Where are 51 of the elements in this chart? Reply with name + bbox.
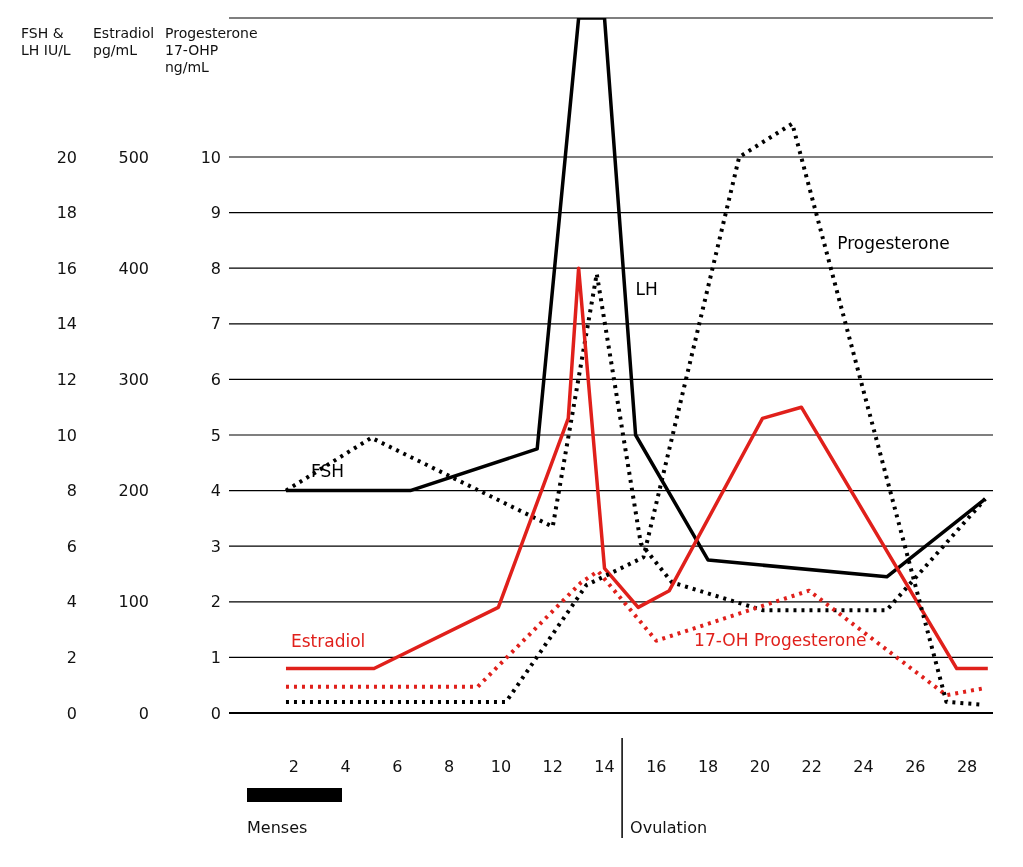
y-tick-label: 12 [56, 370, 77, 390]
series-label: 17-OH Progesterone [694, 629, 867, 650]
y-tick-label: 14 [56, 314, 77, 334]
x-tick-label: 28 [956, 757, 978, 777]
y3-tick-label: 3 [210, 536, 221, 556]
y3-tick-label: 0 [210, 703, 221, 723]
x-tick-label: 8 [444, 757, 455, 777]
y-axis-title: FSH & LH IU/L [21, 25, 71, 58]
y3-tick-label: 4 [210, 481, 221, 501]
y2-tick-label: 500 [118, 147, 149, 167]
y3-tick-label: 9 [210, 203, 221, 223]
y-tick-label: 20 [56, 147, 77, 167]
y2-axis-title: Estradiol pg/mL [93, 25, 155, 58]
x-tick-label: 18 [697, 757, 719, 777]
x-tick-label: 12 [542, 757, 563, 777]
series-label: Estradiol [290, 630, 366, 651]
y-tick-label: 4 [66, 592, 77, 612]
y3-tick-label: 8 [210, 258, 221, 278]
y2-tick-label: 0 [138, 703, 149, 723]
y3-tick-label: 6 [210, 370, 221, 390]
y2-tick-label: 200 [118, 481, 149, 501]
y2-tick-label: 300 [118, 370, 149, 390]
y-tick-label: 10 [56, 425, 77, 445]
text: Ovulation [630, 818, 708, 837]
series-label: LH [635, 279, 658, 299]
x-tick-label: 4 [340, 757, 351, 777]
x-tick-label: 6 [392, 757, 403, 777]
y2-tick-label: 400 [118, 258, 149, 278]
x-tick-label: 14 [594, 757, 615, 777]
x-tick-label: 26 [905, 757, 926, 777]
y3-tick-label: 2 [210, 592, 221, 612]
y-tick-label: 18 [56, 203, 77, 223]
y-tick-label: 2 [66, 648, 77, 668]
x-tick-label: 24 [853, 757, 874, 777]
y2-tick-label: 100 [118, 592, 149, 612]
y-tick-label: 6 [66, 536, 77, 556]
y-tick-label: 16 [56, 258, 77, 278]
y-tick-label: 8 [66, 481, 77, 501]
series-label: Progesterone [837, 232, 950, 253]
y3-tick-label: 10 [200, 147, 221, 167]
y-tick-label: 0 [66, 703, 77, 723]
y3-axis-title: Progesterone 17-OHP ng/mL [165, 25, 258, 75]
y3-tick-label: 5 [210, 425, 221, 445]
x-tick-label: 20 [749, 757, 771, 777]
x-tick-label: 10 [490, 757, 512, 777]
y3-tick-label: 1 [210, 648, 221, 668]
x-tick-label: 22 [801, 757, 822, 777]
text: Menses [247, 818, 308, 837]
x-tick-label: 2 [288, 757, 299, 777]
y3-tick-label: 7 [210, 314, 221, 334]
x-tick-label: 16 [646, 757, 667, 777]
